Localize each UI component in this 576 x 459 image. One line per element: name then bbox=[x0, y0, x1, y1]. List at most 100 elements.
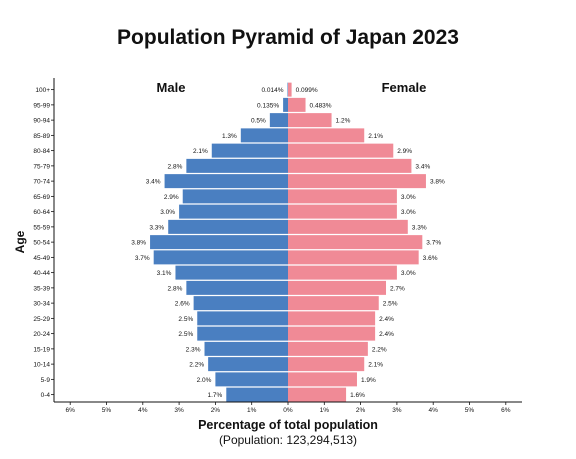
male-bar bbox=[153, 250, 288, 265]
female-bar bbox=[288, 113, 332, 128]
legend-female-label: Female bbox=[382, 80, 427, 95]
female-value-label: 1.2% bbox=[336, 118, 351, 125]
male-bar bbox=[269, 113, 288, 128]
y-tick-label: 0-4 bbox=[41, 392, 51, 399]
male-bar bbox=[240, 128, 288, 143]
female-value-label: 2.7% bbox=[390, 285, 405, 292]
female-bar bbox=[288, 357, 365, 372]
male-bar bbox=[197, 311, 288, 326]
female-bar bbox=[288, 341, 368, 356]
chart-title: Population Pyramid of Japan 2023 bbox=[117, 26, 459, 49]
male-bar bbox=[211, 143, 288, 158]
male-bar bbox=[287, 82, 289, 97]
female-bar bbox=[288, 128, 365, 143]
x-tick-label: 0% bbox=[283, 407, 293, 414]
female-value-label: 2.9% bbox=[397, 148, 412, 155]
male-bar bbox=[208, 357, 288, 372]
female-bar bbox=[288, 158, 412, 173]
female-bar bbox=[288, 280, 387, 295]
y-tick-label: 100+ bbox=[35, 87, 50, 94]
female-bar bbox=[288, 219, 408, 234]
male-value-label: 2.8% bbox=[168, 163, 183, 170]
y-tick-label: 60-64 bbox=[33, 209, 50, 216]
female-value-label: 2.2% bbox=[372, 346, 387, 353]
female-value-label: 2.1% bbox=[368, 133, 383, 140]
y-tick-label: 45-49 bbox=[33, 255, 50, 262]
male-bar bbox=[186, 158, 288, 173]
male-bar bbox=[150, 235, 288, 250]
male-value-label: 2.2% bbox=[189, 362, 204, 369]
male-bar bbox=[283, 97, 288, 112]
female-value-label: 3.6% bbox=[423, 255, 438, 262]
male-value-label: 0.135% bbox=[257, 102, 279, 109]
male-value-label: 2.8% bbox=[168, 285, 183, 292]
female-bar bbox=[288, 82, 292, 97]
male-bar bbox=[168, 219, 288, 234]
female-value-label: 3.8% bbox=[430, 179, 445, 186]
male-value-label: 0.014% bbox=[261, 87, 283, 94]
x-tick-label: 2% bbox=[211, 407, 221, 414]
male-bar bbox=[179, 204, 288, 219]
female-bar bbox=[288, 97, 306, 112]
female-value-label: 3.0% bbox=[401, 209, 416, 216]
y-tick-label: 65-69 bbox=[33, 194, 50, 201]
y-tick-label: 40-44 bbox=[33, 270, 50, 277]
x-tick-label: 1% bbox=[320, 407, 330, 414]
y-tick-label: 10-14 bbox=[33, 362, 50, 369]
female-bar bbox=[288, 311, 376, 326]
x-tick-label: 2% bbox=[356, 407, 366, 414]
male-value-label: 3.4% bbox=[146, 179, 161, 186]
female-value-label: 2.1% bbox=[368, 362, 383, 369]
female-bar bbox=[288, 143, 394, 158]
x-tick-label: 4% bbox=[428, 407, 438, 414]
male-value-label: 2.9% bbox=[164, 194, 179, 201]
male-bar bbox=[182, 189, 288, 204]
female-value-label: 3.0% bbox=[401, 270, 416, 277]
female-value-label: 2.4% bbox=[379, 331, 394, 338]
x-tick-label: 1% bbox=[247, 407, 257, 414]
male-value-label: 1.3% bbox=[222, 133, 237, 140]
legend-male-label: Male bbox=[157, 80, 186, 95]
male-value-label: 3.8% bbox=[131, 240, 146, 247]
male-value-label: 3.0% bbox=[160, 209, 175, 216]
female-bar bbox=[288, 387, 347, 402]
male-value-label: 3.3% bbox=[149, 224, 164, 231]
plot-area: 0.014% 0.099% 100+ 0.135% 0.483% 95-99 0.5% 1.2… bbox=[33, 78, 522, 414]
male-bar bbox=[215, 372, 288, 387]
x-tick-label: 5% bbox=[102, 407, 112, 414]
y-tick-label: 15-19 bbox=[33, 346, 50, 353]
male-bar bbox=[193, 296, 288, 311]
x-tick-label: 6% bbox=[65, 407, 75, 414]
male-bar bbox=[175, 265, 288, 280]
x-tick-label: 3% bbox=[174, 407, 184, 414]
y-tick-label: 90-94 bbox=[33, 118, 50, 125]
male-value-label: 2.3% bbox=[186, 346, 201, 353]
x-tick-label: 4% bbox=[138, 407, 148, 414]
female-bar bbox=[288, 204, 397, 219]
female-bar bbox=[288, 326, 376, 341]
female-bar bbox=[288, 296, 379, 311]
y-tick-label: 20-24 bbox=[33, 331, 50, 338]
y-tick-label: 55-59 bbox=[33, 224, 50, 231]
y-tick-label: 5-9 bbox=[41, 377, 51, 384]
x-axis-title: Percentage of total population bbox=[198, 418, 378, 432]
male-value-label: 3.7% bbox=[135, 255, 150, 262]
y-tick-label: 25-29 bbox=[33, 316, 50, 323]
male-value-label: 1.7% bbox=[207, 392, 222, 399]
female-value-label: 3.7% bbox=[426, 240, 441, 247]
y-tick-label: 75-79 bbox=[33, 163, 50, 170]
female-value-label: 0.483% bbox=[310, 102, 332, 109]
female-bar bbox=[288, 189, 397, 204]
female-bar bbox=[288, 372, 357, 387]
male-value-label: 3.1% bbox=[157, 270, 172, 277]
female-value-label: 1.6% bbox=[350, 392, 365, 399]
x-tick-label: 3% bbox=[392, 407, 402, 414]
female-value-label: 2.4% bbox=[379, 316, 394, 323]
y-tick-label: 80-84 bbox=[33, 148, 50, 155]
y-tick-label: 35-39 bbox=[33, 285, 50, 292]
female-bar bbox=[288, 265, 397, 280]
y-tick-label: 95-99 bbox=[33, 102, 50, 109]
female-value-label: 3.4% bbox=[415, 163, 430, 170]
male-bar bbox=[204, 341, 288, 356]
